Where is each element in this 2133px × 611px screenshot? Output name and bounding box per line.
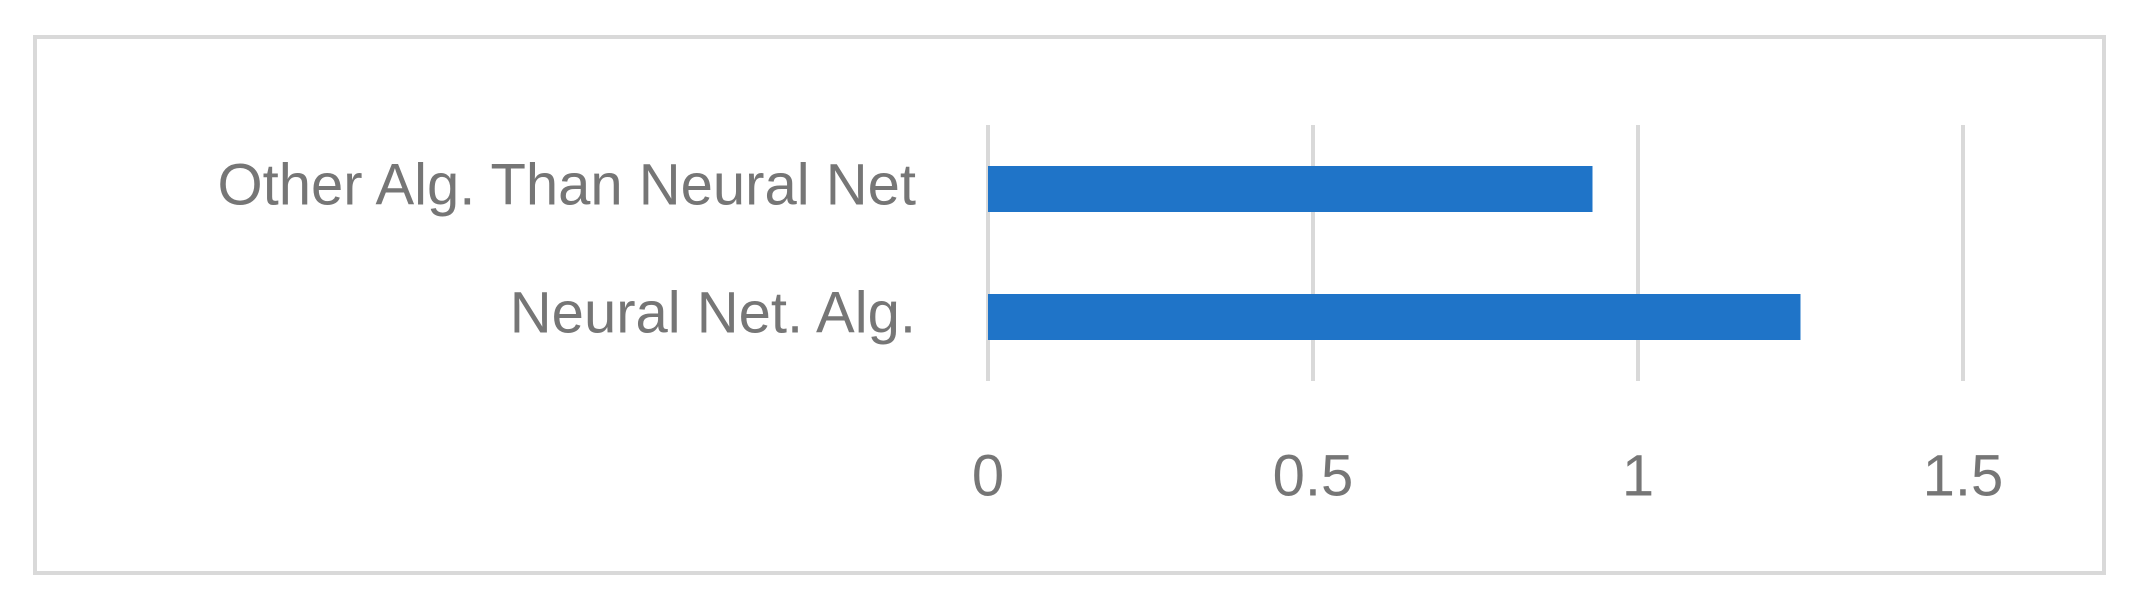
- x-tick-label: 0: [972, 443, 1004, 508]
- x-tick-label: 0.5: [1273, 443, 1354, 508]
- y-tick-label: Neural Net. Alg.: [510, 280, 916, 345]
- y-tick-label: Other Alg. Than Neural Net: [217, 152, 916, 217]
- x-tick-label: 1: [1622, 443, 1654, 508]
- bar: [988, 294, 1801, 340]
- x-tick-label: 1.5: [1923, 443, 2004, 508]
- bar: [988, 166, 1593, 212]
